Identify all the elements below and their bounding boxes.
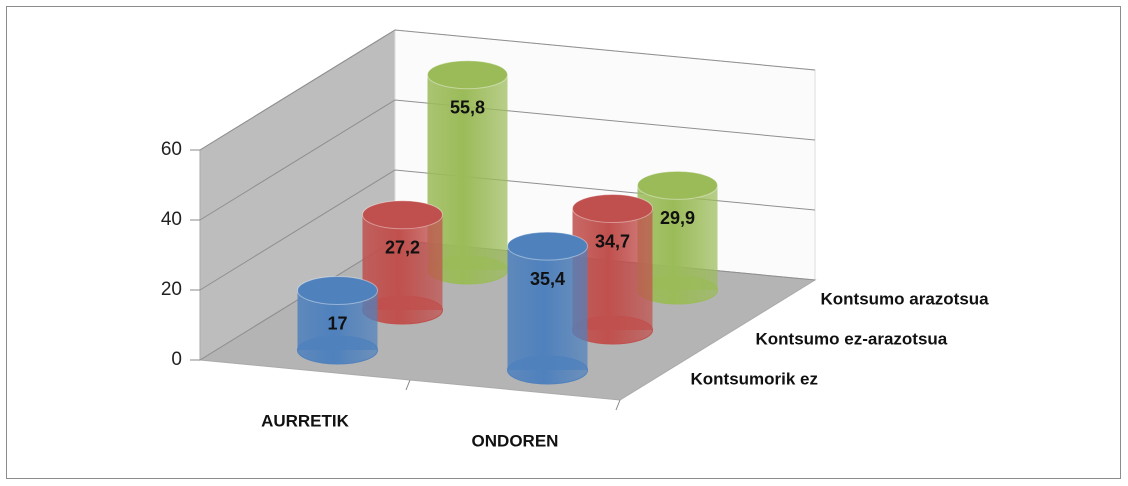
x-tick	[405, 379, 411, 391]
cylinder	[507, 246, 588, 370]
grid-line	[199, 99, 816, 221]
legend-label: Kontsumo ez-arazotsua	[756, 329, 948, 348]
data-label: 27,2	[385, 238, 420, 258]
cylinder-top	[572, 194, 653, 224]
grid-line	[199, 29, 816, 151]
data-label: 29,9	[660, 208, 695, 228]
y-tick-label: 20	[161, 279, 182, 300]
legend-label: Kontsumorik ez	[691, 369, 819, 388]
legend-label: Kontsumo arazotsua	[821, 289, 990, 308]
y-tick-label: 40	[161, 209, 182, 230]
cylinder-top	[637, 170, 718, 200]
y-tick-label: 60	[161, 139, 182, 160]
data-label: 55,8	[450, 97, 485, 117]
data-label: 35,4	[530, 269, 565, 289]
data-label: 17	[327, 313, 347, 333]
cylinder-top	[427, 60, 508, 90]
x-tick-label: ONDOREN	[472, 431, 559, 450]
x-tick	[615, 399, 621, 411]
y-tick-label: 0	[171, 349, 182, 370]
cylinder-top	[507, 231, 588, 261]
cylinder-top	[297, 276, 378, 305]
x-tick-label: AURRETIK	[261, 411, 350, 430]
data-label: 34,7	[595, 231, 630, 251]
cylinder-top	[362, 200, 443, 230]
